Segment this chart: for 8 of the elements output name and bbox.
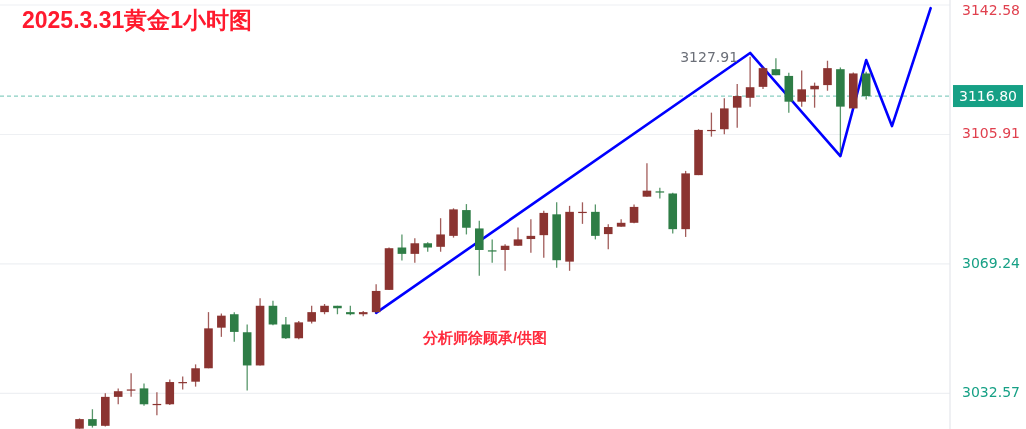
y-tick-label: 3069.24 [962,254,1021,271]
chart-title: 2025.3.31黄金1小时图 [22,7,253,33]
y-tick-label: 3105.91 [962,125,1020,142]
annotation: 3127.91 [680,48,739,65]
y-tick-label: 3032.57 [962,384,1020,401]
ref-line-label: 3116.80 [959,88,1017,105]
annotation: 分析师徐顾承/供图 [422,329,548,346]
y-tick-label: 3142.58 [962,2,1020,18]
